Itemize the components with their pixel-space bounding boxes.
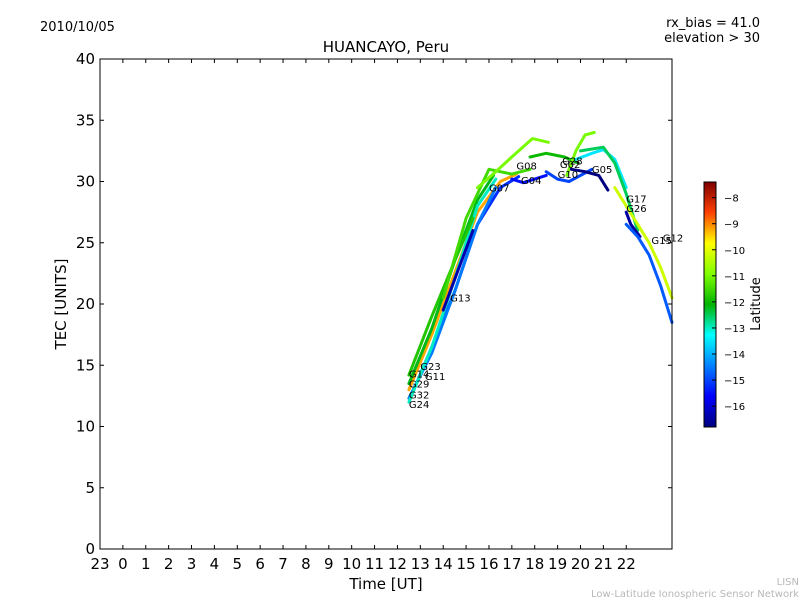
series-g30 <box>569 167 610 192</box>
x-tick-label: 2 <box>164 555 174 573</box>
y-axis: 0 5 10 15 20 25 30 35 40 <box>76 50 672 558</box>
colorbar-tick-label: −13 <box>724 324 745 335</box>
x-tick-label: 21 <box>594 555 613 573</box>
series-g07 <box>441 167 532 300</box>
x-tick-label: 9 <box>324 555 334 573</box>
x-tick-label: 23 <box>90 555 109 573</box>
colorbar <box>703 181 717 428</box>
satellite-label-g24: G24 <box>409 400 429 411</box>
satellite-label-g29: G29 <box>409 379 429 390</box>
elevation-label: elevation > 30 <box>664 31 760 46</box>
y-tick-label: 40 <box>76 50 95 68</box>
x-tick-label: 14 <box>434 555 453 573</box>
rx-bias-label: rx_bias = 41.0 <box>666 16 760 31</box>
x-tick-label: 20 <box>571 555 590 573</box>
satellite-label-g14: G14 <box>409 370 429 381</box>
series-g15 <box>624 222 674 324</box>
satellite-label-g26: G26 <box>626 204 646 215</box>
series-g23 <box>407 172 518 392</box>
satellite-label-g02: G02 <box>560 160 580 171</box>
satellite-label-g17: G17 <box>626 194 646 205</box>
x-tick-label: 8 <box>301 555 311 573</box>
x-tick-label: 1 <box>141 555 151 573</box>
series-g02 <box>565 131 596 177</box>
x-tick-label: 5 <box>233 555 243 573</box>
x-tick-label: 19 <box>548 555 567 573</box>
series-g13 <box>441 229 475 312</box>
colorbar-tick-label: −11 <box>724 272 745 283</box>
colorbar-tick-label: −14 <box>724 350 745 361</box>
satellite-label-g07: G07 <box>489 183 509 194</box>
y-tick-label: 10 <box>76 418 95 436</box>
x-tick-label: 16 <box>479 555 498 573</box>
y-axis-label: TEC [UNITS] <box>52 259 70 351</box>
satellite-label-g32: G32 <box>409 390 429 401</box>
satellite-label-g05: G05 <box>592 165 612 176</box>
colorbar-tick-label: −12 <box>724 298 745 309</box>
x-tick-label: 22 <box>617 555 636 573</box>
series-g12 <box>613 186 674 300</box>
x-axis-label: Time [UT] <box>348 575 422 593</box>
series-g26 <box>624 210 642 239</box>
series-g10 <box>544 167 594 183</box>
series-g17 <box>579 145 640 232</box>
footer-network: Low-Latitude Ionospheric Sensor Network <box>591 589 799 600</box>
satellite-label-g11: G11 <box>425 372 445 383</box>
x-axis: 23 0 1 2 3 4 5 6 7 8 9 10 11 12 13 14 15 16 17 18 19 20 21 22 <box>90 59 636 573</box>
x-tick-label: 13 <box>411 555 430 573</box>
y-tick-label: 0 <box>85 540 95 558</box>
y-tick-label: 25 <box>76 234 95 252</box>
x-tick-label: 0 <box>118 555 128 573</box>
satellite-label-g12: G12 <box>663 234 683 245</box>
x-tick-label: 10 <box>342 555 361 573</box>
satellite-label-g10: G10 <box>558 170 578 181</box>
plot-frame <box>99 58 673 550</box>
series-g04 <box>510 173 548 185</box>
x-tick-label: 17 <box>502 555 521 573</box>
y-tick-label: 20 <box>76 295 95 313</box>
chart-title: HUANCAYO, Peru <box>323 38 449 56</box>
x-tick-label: 12 <box>388 555 407 573</box>
x-tick-label: 6 <box>255 555 265 573</box>
colorbar-tick-label: −10 <box>724 246 745 257</box>
x-tick-label: 7 <box>278 555 288 573</box>
series-g14 <box>407 216 475 377</box>
satellite-label-g08: G08 <box>516 161 536 172</box>
colorbar-ticks: −8 −9 −10 −11 −12 −13 −14 −15 −16 <box>712 194 745 413</box>
satellite-label-g04: G04 <box>521 176 541 187</box>
colorbar-tick-label: −8 <box>724 194 739 205</box>
x-tick-label: 3 <box>187 555 197 573</box>
y-tick-label: 30 <box>76 173 95 191</box>
colorbar-tick-label: −16 <box>724 402 745 413</box>
x-tick-label: 11 <box>365 555 384 573</box>
y-tick-label: 35 <box>76 111 95 129</box>
x-tick-label: 15 <box>457 555 476 573</box>
satellite-label-g15: G15 <box>651 236 671 247</box>
date-label: 2010/10/05 <box>40 20 115 35</box>
colorbar-label: Latitude <box>749 277 764 331</box>
satellite-label-g28: G28 <box>562 156 582 167</box>
x-tick-label: 4 <box>210 555 220 573</box>
x-tick-label: 18 <box>525 555 544 573</box>
colorbar-tick-label: −15 <box>724 376 745 387</box>
y-tick-label: 5 <box>85 479 95 497</box>
satellite-label-g23: G23 <box>420 362 440 373</box>
satellite-label-g13: G13 <box>450 294 470 305</box>
y-tick-label: 15 <box>76 356 95 374</box>
series-layer <box>407 131 674 404</box>
footer-lisn: LISN <box>777 577 799 588</box>
series-g08 <box>476 137 550 190</box>
colorbar-tick-label: −9 <box>724 220 739 231</box>
